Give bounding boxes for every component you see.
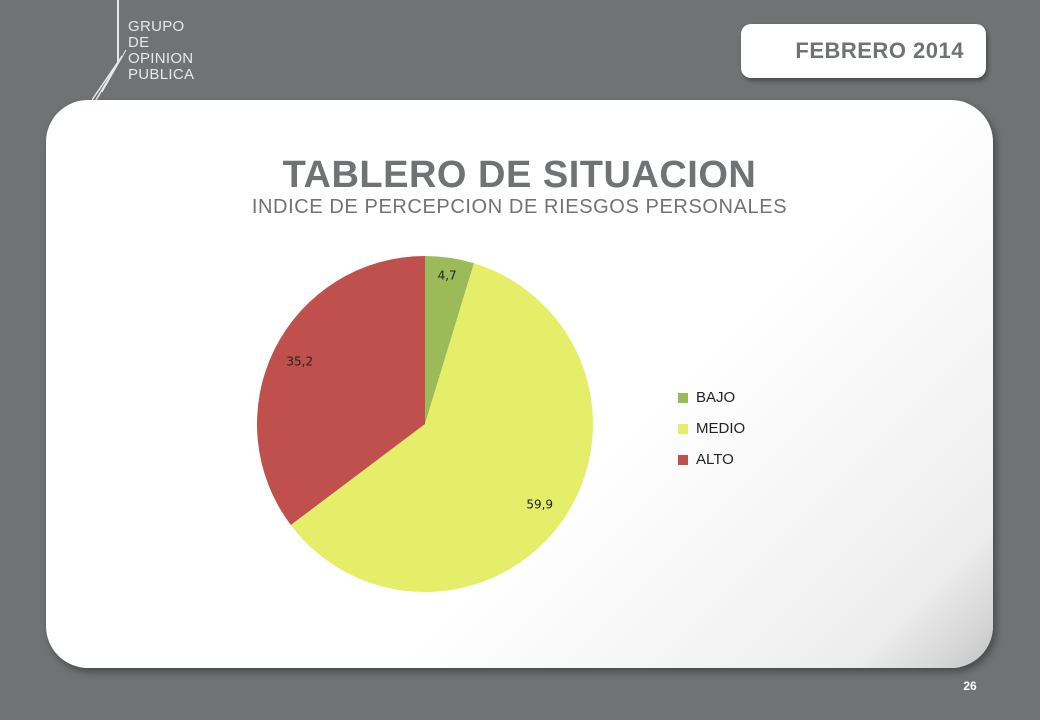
brand-line: GRUPO [128,18,185,35]
brand-line: PUBLICA [128,66,195,83]
data-label-medio: 59,9 [526,497,553,511]
page-number: 26 [963,679,977,693]
slide-card: TABLERO DE SITUACION INDICE DE PERCEPCIO… [46,100,993,668]
brand-logo: GRUPO DE OPINION PUBLICA [92,0,242,100]
data-label-alto: 35,2 [286,355,313,369]
legend-item-medio: MEDIO [678,413,745,444]
pie-slice-medio [290,263,593,592]
legend-swatch [678,392,688,403]
pie-slice-bajo [425,256,474,424]
data-label-bajo: 4,7 [438,269,457,283]
legend-swatch [678,454,688,465]
chart-subtitle: INDICE DE PERCEPCION DE RIESGOS PERSONAL… [251,196,788,218]
date-badge: FEBRERO 2014 [741,24,986,78]
brand-line: OPINION [128,50,194,67]
chart-title: TABLERO DE SITUACION [282,154,757,196]
legend-swatch [678,423,688,434]
pie-chart: 4,7 59,9 35,2 [257,256,593,592]
page-curl [853,528,993,668]
legend-label: MEDIO [696,420,746,437]
chart-legend: BAJO MEDIO ALTO [678,382,745,475]
legend-label: BAJO [696,389,736,406]
legend-label: ALTO [696,451,734,468]
legend-item-alto: ALTO [678,444,745,475]
pie-slice-alto [257,256,425,526]
legend-item-bajo: BAJO [678,382,745,413]
brand-name: GRUPO DE OPINION PUBLICA [128,19,194,83]
logo-mark-icon [92,0,127,100]
brand-line: DE [128,34,150,51]
date-label: FEBRERO 2014 [795,38,964,63]
